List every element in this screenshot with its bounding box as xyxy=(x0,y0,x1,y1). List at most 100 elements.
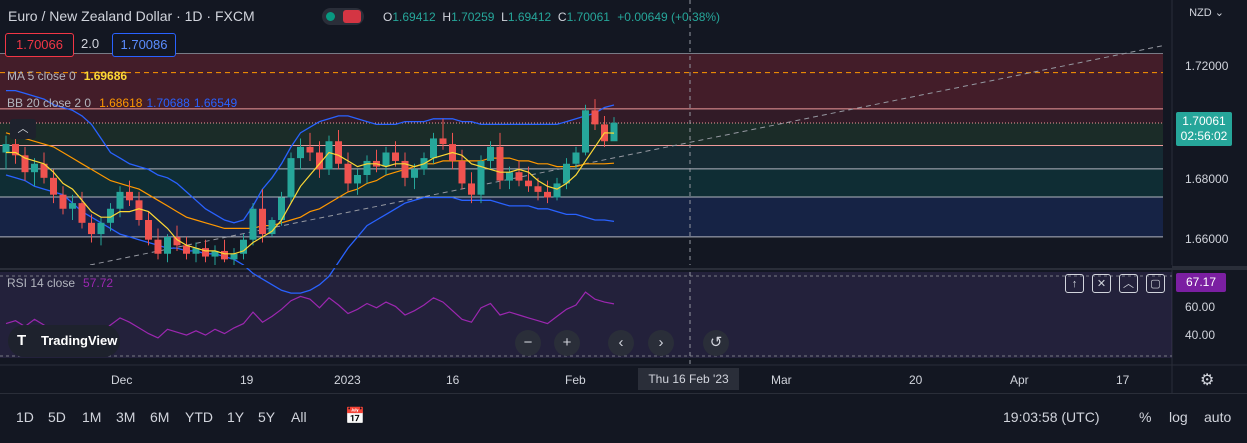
bb-label: BB 20 close 2 0 xyxy=(7,96,92,110)
ma-label: MA 5 close 0 xyxy=(7,69,76,83)
price-tick: 1.66000 xyxy=(1185,232,1229,246)
timeframe-ytd-button[interactable]: YTD xyxy=(185,409,213,425)
zoom-in-button[interactable]: + xyxy=(554,330,580,356)
rsi-label: RSI 14 close xyxy=(7,276,76,290)
ohlc-readout: O1.69412 H1.70259 L1.69412 C1.70061 +0.0… xyxy=(383,10,720,24)
market-status-indicator[interactable] xyxy=(322,8,364,25)
candle-body xyxy=(411,169,418,178)
timeframe-5d-button[interactable]: 5D xyxy=(48,409,66,425)
chevron-up-icon: ︿ xyxy=(17,123,29,135)
timeframe-all-button[interactable]: All xyxy=(291,409,307,425)
auto-scale-toggle[interactable]: auto xyxy=(1204,409,1232,425)
spread-value: 2.0 xyxy=(81,36,100,51)
timeframe-6m-button[interactable]: 6M xyxy=(150,409,170,425)
candle-body xyxy=(40,163,48,178)
crosshair-date-label: Thu 16 Feb '23 xyxy=(638,368,739,390)
tradingview-logo-icon: T xyxy=(17,332,27,349)
candle-body xyxy=(202,248,209,257)
candle-body xyxy=(88,222,95,235)
time-tick: Dec xyxy=(111,373,133,387)
rsi-legend[interactable]: RSI 14 close 57.72 xyxy=(7,276,113,290)
zoom-out-button[interactable]: − xyxy=(515,330,541,356)
timeframe-3m-button[interactable]: 3M xyxy=(116,409,136,425)
candle-body xyxy=(496,146,504,181)
time-tick: 20 xyxy=(909,373,923,387)
timeframe-1y-button[interactable]: 1Y xyxy=(227,409,245,425)
time-tick: 2023 xyxy=(334,373,361,387)
candle-body xyxy=(354,175,361,184)
scroll-left-button[interactable]: ‹ xyxy=(608,330,634,356)
candle-body xyxy=(430,138,437,159)
candle-body xyxy=(97,222,105,235)
change-value: +0.00649 (+0.38%) xyxy=(617,10,721,24)
candle-body xyxy=(59,194,67,209)
last-price: 1.70061 xyxy=(1182,114,1226,128)
candle-body xyxy=(401,160,409,178)
timeframe-1d-button[interactable]: 1D xyxy=(16,409,34,425)
timeframe-5y-button[interactable]: 5Y xyxy=(258,409,276,425)
bb-basis-value: 1.68618 xyxy=(99,96,143,110)
symbol-title[interactable]: Euro / New Zealand Dollar · 1D · FXCM xyxy=(8,8,255,24)
percent-scale-toggle[interactable]: % xyxy=(1139,409,1152,425)
close-label: C xyxy=(557,10,567,24)
ma-value: 1.69686 xyxy=(83,69,128,83)
candle-body xyxy=(506,172,513,181)
candle-body xyxy=(259,208,266,235)
watermark-text: TradingView xyxy=(41,333,118,348)
bb-lower-line xyxy=(5,174,615,294)
candle-body xyxy=(363,160,371,175)
candle-body xyxy=(325,141,333,170)
scroll-right-button[interactable]: › xyxy=(648,330,674,356)
buy-button[interactable]: 1.70086 xyxy=(112,33,176,57)
time-tick: Apr xyxy=(1010,373,1029,387)
symbol-header[interactable]: Euro / New Zealand Dollar · 1D · FXCM xyxy=(8,8,269,24)
pane-move-up-button[interactable]: ↑ xyxy=(1065,274,1084,293)
candle-body xyxy=(12,144,19,156)
ma-legend[interactable]: MA 5 close 0 1.69686 xyxy=(7,69,127,83)
last-price-label: 1.70061 02:56:02 xyxy=(1176,112,1232,146)
arrow-up-icon: ↑ xyxy=(1071,278,1078,290)
utc-clock[interactable]: 19:03:58 (UTC) xyxy=(1003,409,1100,425)
bb-upper-line xyxy=(6,89,615,224)
candle-body xyxy=(2,144,10,153)
candle-body xyxy=(31,163,38,173)
fib-zone xyxy=(0,122,1163,146)
candle-body xyxy=(392,152,399,161)
log-scale-toggle[interactable]: log xyxy=(1169,409,1188,425)
settings-gear-icon[interactable]: ⚙ xyxy=(1200,372,1215,389)
candle-body xyxy=(107,208,114,223)
reset-chart-button[interactable]: ↺ xyxy=(703,330,729,356)
date-range-calendar-icon[interactable]: 📅 xyxy=(345,408,365,425)
candle-body xyxy=(278,197,285,220)
sell-button[interactable]: 1.70066 xyxy=(5,33,74,57)
timeframe-1m-button[interactable]: 1M xyxy=(82,409,102,425)
pane-close-button[interactable]: ✕ xyxy=(1092,274,1111,293)
candle-body xyxy=(78,203,86,223)
candle-body xyxy=(221,250,228,260)
fib-zone xyxy=(0,53,1163,109)
bb-legend[interactable]: BB 20 close 2 0 1.68618 1.70688 1.66549 xyxy=(7,96,237,110)
live-dot-icon xyxy=(326,12,335,21)
pane-maximize-button[interactable]: ▢ xyxy=(1146,274,1165,293)
high-value: 1.70259 xyxy=(451,10,495,24)
collapse-legend-button[interactable]: ︿ xyxy=(10,119,36,139)
candle-body xyxy=(468,183,475,195)
candle-body xyxy=(582,110,589,153)
bottom-toolbar xyxy=(0,393,1247,443)
candle-body xyxy=(572,152,580,164)
close-value: 1.70061 xyxy=(566,10,610,24)
candle-body xyxy=(126,191,133,201)
price-tick: 1.72000 xyxy=(1185,59,1229,73)
candle-body xyxy=(553,183,561,198)
high-label: H xyxy=(442,10,452,24)
pane-collapse-button[interactable]: ︿ xyxy=(1119,274,1138,293)
candle-body xyxy=(487,146,494,161)
tradingview-watermark[interactable]: T TradingView xyxy=(8,325,120,357)
low-label: L xyxy=(501,10,508,24)
candle-body xyxy=(534,186,542,192)
currency-selector[interactable]: NZD ⌄ xyxy=(1189,6,1224,19)
chevron-down-icon: ⌄ xyxy=(1214,7,1224,19)
time-tick: Feb xyxy=(565,373,586,387)
low-value: 1.69412 xyxy=(507,10,552,24)
